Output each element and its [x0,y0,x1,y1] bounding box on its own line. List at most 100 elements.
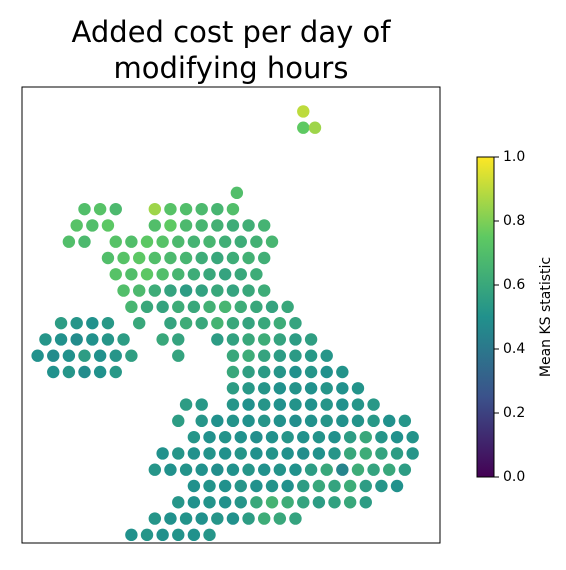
map-dot [297,105,310,118]
map-dot [179,251,193,265]
map-dot [258,251,271,265]
map-dot [304,398,318,411]
map-dot [273,382,287,395]
map-dot [195,316,208,330]
map-dot [140,300,154,314]
map-dot [359,447,372,460]
map-dot [125,268,138,281]
map-dot [117,251,130,265]
map-dot [234,430,247,444]
map-dot [226,251,240,265]
map-dot [226,414,240,428]
map-dot [367,463,380,476]
map-dot [398,414,412,428]
map-dot [164,463,177,476]
map-dot [140,528,154,542]
map-dot [195,284,208,297]
map-dot [187,528,201,542]
map-dot [70,219,83,232]
map-dot [172,496,185,509]
map-dot [195,219,208,232]
map-dot [47,349,60,362]
map-dot [289,365,302,379]
map-dot [281,496,294,509]
map-dot [328,496,341,509]
map-dot [242,398,255,411]
map-dot [281,447,294,460]
map-dot [398,463,412,476]
map-dot [31,349,44,362]
map-dot [375,447,388,460]
map-dot [297,447,310,460]
map-dot [172,414,185,428]
map-dot [218,268,232,281]
map-dot [187,496,201,509]
map-dot [289,382,302,395]
map-dot [187,447,201,460]
map-dot [195,251,208,265]
map-dot [140,235,154,248]
map-dot [172,300,185,314]
map-dot [320,365,333,379]
map-dot [234,268,247,281]
map-dot [351,414,365,428]
map-dot [320,382,333,395]
map-dot [218,447,232,460]
map-dot [242,284,255,297]
map-dot [258,398,271,411]
map-dot [172,528,185,542]
colorbar-tick-label: 0.0 [503,469,525,485]
map-dot [343,496,357,509]
map-dot [242,365,255,379]
map-dot [297,496,310,509]
map-dot [289,316,302,330]
map-dot [242,219,255,232]
map-dot [250,479,263,493]
map-dot [226,333,240,346]
map-dot [226,463,240,476]
map-dot [320,349,333,362]
map-dot [320,398,333,411]
map-dot [164,512,177,525]
map-dot [383,463,396,476]
colorbar-tick-label: 0.6 [503,277,525,293]
map-dot [203,496,216,509]
map-dot [320,414,333,428]
map-dot [195,202,208,216]
map-dot [250,496,263,509]
map-dot [156,528,169,542]
map-dot [242,316,255,330]
map-dot [179,316,193,330]
map-dot [242,414,255,428]
map-dot [109,365,122,379]
map-dot [101,251,115,265]
map-dot [258,333,271,346]
map-dot [125,300,138,314]
map-dot [359,430,372,444]
map-dot [258,219,271,232]
map-dot [211,414,224,428]
colorbar-tick-label: 1.0 [503,149,525,165]
map-dot [258,463,271,476]
map-dot [101,219,115,232]
map-dot [336,398,349,411]
map-dot [297,121,310,134]
map-dot [101,333,115,346]
colorbar [476,156,495,478]
map-dot [70,333,83,346]
map-dot [172,349,185,362]
map-dot [304,333,318,346]
map-dot [351,382,365,395]
map-dot [172,268,185,281]
map-dot [289,398,302,411]
map-dot [312,447,326,460]
map-dot [125,528,138,542]
map-dot [304,382,318,395]
map-dot [289,414,302,428]
map-dot [304,349,318,362]
map-dot [211,333,224,346]
map-dot [211,251,224,265]
map-dot [54,333,68,346]
map-dot [273,512,287,525]
